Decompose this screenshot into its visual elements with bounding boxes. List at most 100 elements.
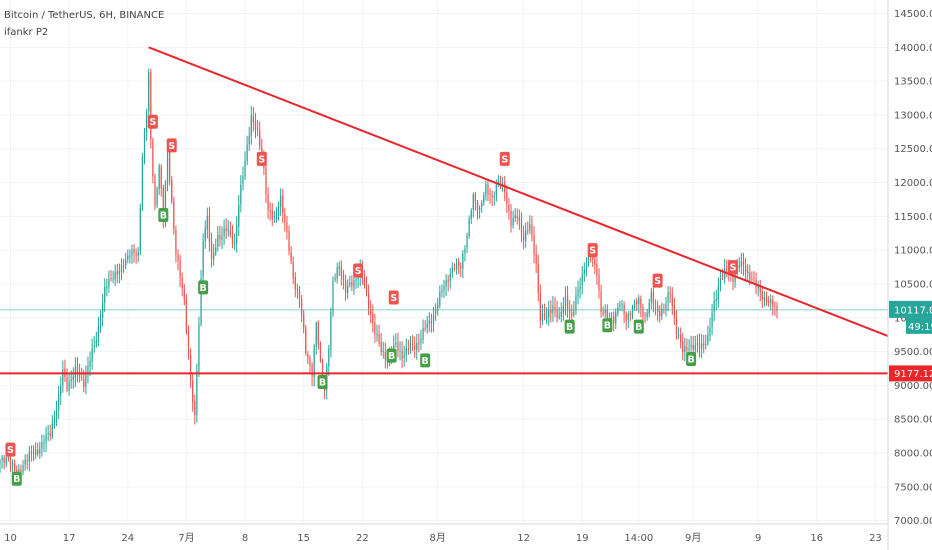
candle-body <box>66 377 68 391</box>
candle-body <box>579 286 581 290</box>
x-tick-label: 15 <box>297 533 310 544</box>
candle-body <box>372 313 374 324</box>
candle-body <box>282 195 284 214</box>
candle-body <box>76 366 79 375</box>
x-tick-label: 24 <box>121 533 134 544</box>
candle-body <box>770 299 772 304</box>
candle-body <box>313 346 315 378</box>
candle-body <box>70 379 72 382</box>
candle-body <box>514 215 516 219</box>
buy-signal-letter: B <box>200 283 207 294</box>
candle-body <box>99 318 102 326</box>
candle-body <box>106 287 108 289</box>
sell-signal-box <box>166 138 177 153</box>
candle-body <box>62 369 64 385</box>
candle-body <box>682 341 684 353</box>
candle-body <box>671 294 673 306</box>
candle-body <box>227 229 229 231</box>
candle-body <box>217 235 219 247</box>
countdown-value: 49:19 <box>908 322 932 333</box>
buy-signal-letter: B <box>566 322 573 333</box>
candle-body <box>110 278 112 280</box>
candle-body <box>661 308 663 316</box>
candle-body <box>554 306 556 310</box>
candle-body <box>344 280 347 293</box>
candle-body <box>447 280 449 282</box>
sell-signal: S <box>256 151 267 166</box>
candle-body <box>772 300 774 307</box>
candle-body <box>680 335 682 343</box>
candle-body <box>158 165 160 189</box>
candle-body <box>37 449 39 454</box>
candle-body <box>499 181 502 185</box>
indicator-label[interactable]: ifankr P2 <box>4 27 49 38</box>
candle-body <box>560 311 562 317</box>
candle-body <box>719 278 722 287</box>
y-tick-label: 9500.00 <box>894 347 932 358</box>
y-tick-label: 13500.00 <box>894 77 932 88</box>
candle-body <box>453 268 456 270</box>
candle-body <box>225 227 227 231</box>
candle-body <box>200 277 202 325</box>
candle-body <box>351 282 353 287</box>
candle-body <box>47 433 49 435</box>
candle-body <box>698 342 701 349</box>
candle-body <box>663 309 665 311</box>
candle-body <box>250 115 252 136</box>
candle-body <box>424 328 426 330</box>
candle-body <box>761 291 763 300</box>
candle-body <box>14 463 16 471</box>
candle-body <box>692 344 694 350</box>
buy-signal-box <box>11 471 22 486</box>
candle-body <box>363 278 366 286</box>
candle-body <box>594 259 596 265</box>
candle-body <box>751 278 753 280</box>
candle-body <box>747 271 749 274</box>
candle-body <box>332 280 334 312</box>
candle-body <box>705 343 707 345</box>
candle-body <box>317 322 319 345</box>
candle-body <box>571 313 573 316</box>
candle-body <box>342 275 345 280</box>
candle-body <box>116 271 118 275</box>
candle-body <box>236 225 238 244</box>
time-axis[interactable]: 10 17 24 7月 8 15 22 8月 12 19 14:00 9月 9 16 23 <box>0 523 888 544</box>
candle-body <box>259 130 261 147</box>
buy-signal: B <box>602 318 613 333</box>
candle-body <box>32 451 35 454</box>
symbol-title[interactable]: Bitcoin / TetherUS, 6H, BINANCE <box>4 10 165 21</box>
candle-body <box>171 180 173 202</box>
candle-body <box>399 350 401 352</box>
candle-body <box>445 280 447 287</box>
candle-body <box>173 201 175 230</box>
candle-body <box>275 214 278 220</box>
candle-body <box>22 465 24 473</box>
candle-body <box>550 309 552 314</box>
candle-body <box>3 457 5 463</box>
y-tick-label: 11000.00 <box>894 246 932 257</box>
candle-body <box>347 285 349 294</box>
candle-body <box>319 343 322 361</box>
candle-body <box>246 145 248 162</box>
candle-body <box>321 361 324 380</box>
price-axis[interactable]: 7000.00 7500.00 8000.00 8500.00 9000.00 9500.… <box>887 0 932 550</box>
candle-body <box>633 301 636 307</box>
buy-signal-letter: B <box>604 321 611 332</box>
signal-markers: S S S S S S S S S S B B B B B B B B B B <box>5 114 739 486</box>
y-tick-label: 7500.00 <box>894 482 932 493</box>
candle-body <box>30 451 33 453</box>
candle-body <box>709 327 711 336</box>
candle-body <box>481 203 483 207</box>
candle-body <box>58 394 60 410</box>
candle-body <box>194 401 196 416</box>
candle-body <box>525 230 527 241</box>
candle-body <box>405 347 407 356</box>
candle-body <box>575 295 577 310</box>
current-price-tag <box>889 300 932 318</box>
y-tick-label: 7000.00 <box>894 516 932 527</box>
candle-body <box>330 311 332 350</box>
candle-body <box>631 306 634 317</box>
sell-signal-letter: S <box>390 293 397 304</box>
buy-signal: B <box>686 352 697 367</box>
